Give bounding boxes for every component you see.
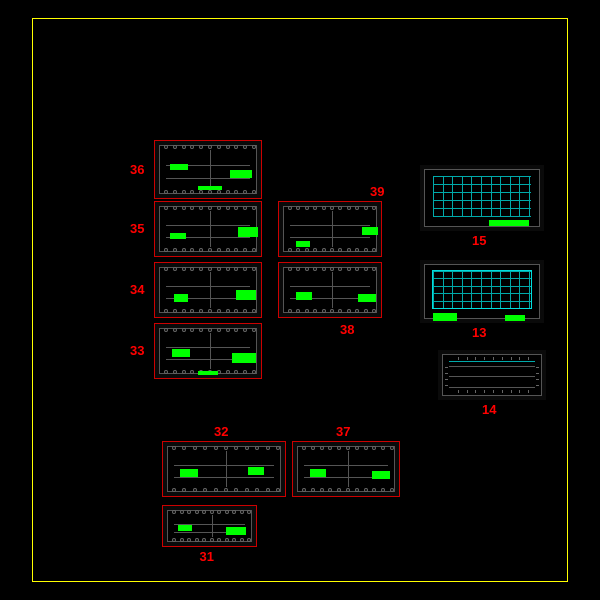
panel-label-p32: 32	[214, 424, 228, 439]
drawing-panel-p32	[162, 441, 286, 497]
detail-mark	[433, 313, 457, 321]
detail-mark	[198, 186, 222, 190]
panel-inner	[159, 267, 257, 313]
panel-inner	[283, 267, 377, 313]
panel-inner	[283, 206, 377, 252]
detail-mark	[170, 233, 186, 239]
detail-mark	[296, 241, 310, 247]
detail-mark	[505, 315, 525, 321]
detail-mark	[372, 471, 390, 479]
panel-inner	[159, 328, 257, 374]
panel-label-p14: 14	[482, 402, 496, 417]
detail-mark	[358, 294, 376, 302]
drawing-panel-p37	[292, 441, 400, 497]
detail-mark	[296, 292, 312, 300]
detail-mark	[232, 353, 256, 363]
panel-inner	[424, 169, 540, 227]
drawing-panel-p36	[154, 140, 262, 199]
drawing-panel-p34	[154, 262, 262, 318]
panel-label-p39: 39	[370, 184, 384, 199]
detail-mark	[238, 227, 258, 237]
detail-mark	[180, 469, 198, 477]
detail-mark	[172, 349, 190, 357]
panel-label-p34: 34	[130, 282, 144, 297]
panel-label-p38: 38	[340, 322, 354, 337]
panel-inner	[442, 354, 542, 396]
drawing-panel-p15	[420, 165, 544, 231]
panel-label-p36: 36	[130, 162, 144, 177]
detail-mark	[170, 164, 188, 170]
drawing-panel-p14	[438, 350, 546, 400]
panel-inner	[424, 264, 540, 319]
detail-mark	[248, 467, 264, 475]
detail-mark	[174, 294, 188, 302]
panel-label-p37: 37	[336, 424, 350, 439]
detail-mark	[178, 525, 192, 531]
panel-label-p13: 13	[472, 325, 486, 340]
panel-inner	[297, 446, 395, 492]
panel-inner	[167, 510, 252, 542]
panel-inner	[159, 145, 257, 194]
drawing-panel-p38	[278, 262, 382, 318]
panel-label-p33: 33	[130, 343, 144, 358]
detail-mark	[198, 371, 218, 375]
drawing-panel-p13	[420, 260, 544, 323]
detail-mark	[236, 290, 256, 300]
detail-mark	[489, 220, 529, 226]
panel-label-p15: 15	[472, 233, 486, 248]
detail-mark	[230, 170, 252, 178]
drawing-panel-p35	[154, 201, 262, 257]
detail-mark	[310, 469, 326, 477]
drawing-panel-p39	[278, 201, 382, 257]
panel-label-p31: 31	[200, 549, 214, 564]
detail-mark	[362, 227, 378, 235]
panel-inner	[167, 446, 281, 492]
detail-mark	[226, 527, 246, 535]
drawing-panel-p31	[162, 505, 257, 547]
panel-label-p35: 35	[130, 221, 144, 236]
panel-inner	[159, 206, 257, 252]
drawing-panel-p33	[154, 323, 262, 379]
